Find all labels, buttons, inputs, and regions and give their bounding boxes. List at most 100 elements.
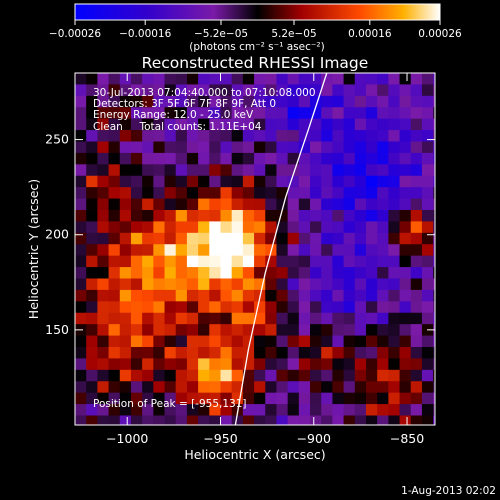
heatmap-cell — [242, 358, 255, 371]
heatmap-cell — [242, 404, 255, 417]
heatmap-cell — [186, 141, 199, 154]
heatmap-cell — [209, 415, 222, 425]
heatmap-cell — [119, 221, 132, 234]
heatmap-cell — [86, 312, 98, 325]
heatmap-cell — [175, 255, 188, 268]
heatmap-cell — [354, 95, 367, 108]
heatmap-cell — [108, 130, 121, 143]
heatmap-cell — [310, 358, 322, 371]
heatmap-cell — [209, 392, 222, 405]
heatmap-cell — [354, 324, 367, 337]
heatmap-cell — [298, 84, 311, 97]
heatmap-cell — [130, 187, 143, 200]
y-axis-label: Heliocentric Y (arcsec) — [26, 179, 41, 319]
heatmap-cell — [410, 278, 423, 291]
heatmap-cell — [354, 221, 367, 234]
heatmap-cell — [287, 84, 300, 97]
heatmap-cell — [399, 324, 412, 337]
heatmap-cell — [365, 118, 378, 131]
heatmap-cell — [130, 301, 143, 314]
heatmap-cell — [153, 187, 166, 200]
heatmap-cell — [287, 107, 300, 120]
heatmap-cell — [86, 404, 98, 417]
heatmap-cell — [321, 118, 334, 131]
heatmap-cell — [321, 107, 334, 120]
heatmap-cell — [287, 358, 300, 371]
heatmap-cell — [164, 187, 177, 200]
heatmap-cell — [399, 152, 412, 165]
heatmap-cell — [399, 244, 412, 257]
heatmap-cell — [220, 175, 233, 188]
heatmap-cell — [175, 346, 188, 360]
heatmap-cell — [231, 209, 244, 223]
heatmap-cell — [265, 118, 278, 131]
heatmap-cell — [399, 187, 412, 200]
heatmap-cell — [242, 267, 255, 280]
heatmap-cell — [220, 198, 233, 211]
heatmap-cell — [254, 324, 266, 337]
heatmap-cell — [186, 152, 199, 165]
heatmap-cell — [164, 221, 177, 234]
heatmap-cell — [209, 335, 222, 348]
heatmap-cell — [254, 107, 266, 120]
heatmap-cell — [343, 187, 356, 200]
heatmap-cell — [421, 152, 434, 165]
heatmap-cell — [343, 152, 356, 165]
heatmap-cell — [332, 130, 345, 143]
heatmap-cell — [231, 312, 244, 325]
heatmap-cell — [108, 381, 121, 394]
heatmap-cell — [142, 187, 154, 200]
heatmap-cell — [410, 130, 423, 143]
heatmap-cell — [75, 175, 87, 188]
heatmap-cell — [175, 289, 188, 302]
heatmap-cell — [399, 255, 412, 268]
heatmap-cell — [265, 278, 278, 291]
heatmap-cell — [310, 255, 322, 268]
heatmap-cell — [209, 130, 222, 143]
heatmap-cell — [220, 392, 233, 405]
heatmap-cell — [366, 427, 378, 439]
heatmap-cell — [287, 175, 300, 188]
heatmap-cell — [142, 404, 154, 417]
heatmap-cell — [388, 244, 401, 257]
heatmap-cell — [321, 141, 334, 154]
heatmap-cell — [321, 392, 334, 405]
heatmap-cell — [265, 187, 278, 200]
heatmap-cell — [354, 289, 367, 302]
heatmap-cell — [209, 346, 222, 360]
heatmap-cell — [242, 335, 255, 348]
heatmap-cell — [287, 301, 300, 314]
x-tick-label: −950 — [203, 431, 237, 446]
heatmap-cell — [75, 244, 87, 257]
heatmap-cell — [231, 358, 244, 371]
heatmap-cell — [321, 84, 334, 97]
heatmap-cell — [332, 84, 345, 97]
heatmap-cell — [130, 346, 143, 360]
heatmap-cell — [388, 415, 401, 425]
heatmap-cell — [231, 324, 244, 337]
heatmap-cell — [421, 209, 434, 223]
heatmap-cell — [75, 152, 87, 165]
heatmap-cell — [254, 232, 266, 245]
heatmap-cell — [254, 312, 266, 325]
heatmap-cell — [86, 198, 98, 211]
heatmap-cell — [321, 358, 334, 371]
heatmap-cell — [119, 209, 132, 223]
heatmap-cell — [421, 107, 434, 120]
heatmap-cell — [410, 187, 423, 200]
heatmap-cell — [97, 278, 110, 291]
heatmap-cell — [310, 164, 322, 177]
heatmap-cell — [332, 232, 345, 245]
heatmap-cell — [75, 255, 87, 268]
heatmap-cell — [242, 381, 255, 394]
heatmap-cell — [142, 415, 154, 425]
heatmap-cell — [198, 221, 210, 234]
heatmap-cell — [97, 164, 110, 177]
x-tick-label: −850 — [390, 431, 424, 446]
heatmap-cell — [433, 141, 435, 154]
heatmap-cell — [153, 312, 166, 325]
heatmap-cell — [86, 358, 98, 371]
heatmap-cell — [388, 392, 401, 405]
heatmap-cell — [354, 346, 367, 360]
heatmap-cell — [75, 84, 87, 97]
